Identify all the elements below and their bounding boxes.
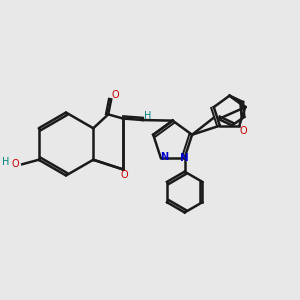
Text: N: N bbox=[180, 152, 189, 163]
Text: O: O bbox=[121, 170, 128, 180]
Text: O: O bbox=[112, 90, 119, 100]
Text: O: O bbox=[12, 159, 20, 169]
Text: O: O bbox=[239, 126, 247, 136]
Text: H: H bbox=[144, 111, 152, 122]
Text: N: N bbox=[160, 152, 168, 162]
Text: H: H bbox=[2, 157, 9, 167]
